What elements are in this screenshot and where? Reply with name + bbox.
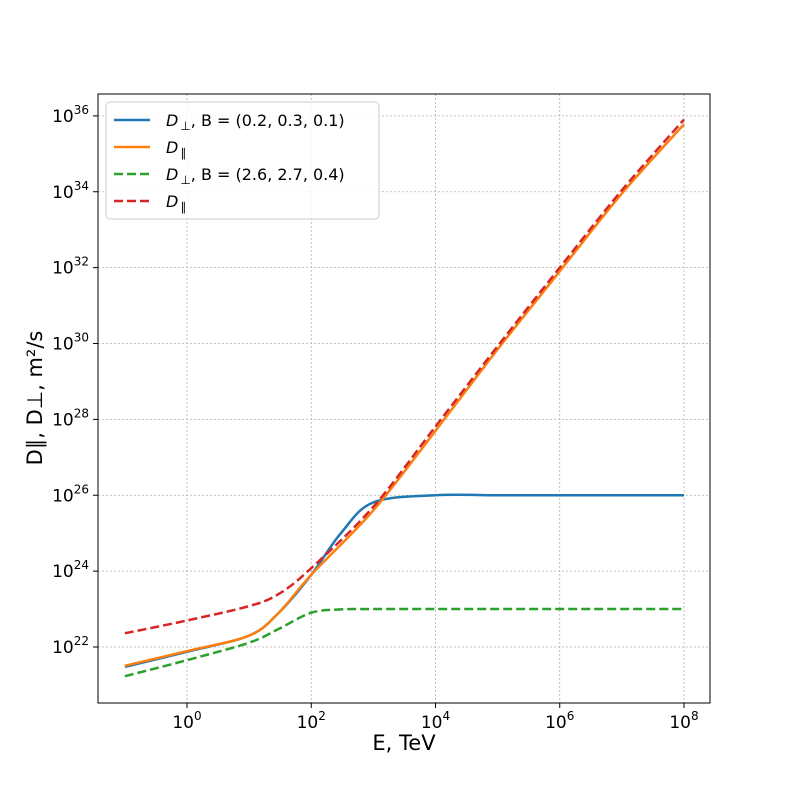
y-tick-label: 1032: [52, 255, 89, 279]
legend-entry-3: D ⊥, B = (2.6, 2.7, 0.4): [114, 165, 345, 187]
y-tick-label: 1030: [52, 331, 89, 355]
x-axis: 100 102 104 106 108: [172, 703, 699, 733]
legend-entry-1: D ⊥, B = (0.2, 0.3, 0.1): [114, 111, 345, 133]
series-line-3: [124, 607, 684, 678]
x-tick-label: 104: [421, 709, 450, 733]
x-tick-label: 102: [297, 709, 326, 733]
y-axis: 1022 1024 1026 1028 1030 1032 1034 1036: [52, 103, 98, 658]
legend: D ⊥, B = (0.2, 0.3, 0.1) D ∥ D ⊥, B = (2.6, 2…: [105, 101, 380, 220]
x-tick-label: 100: [172, 709, 201, 733]
y-tick-label: 1036: [52, 103, 89, 127]
y-tick-label: 1026: [52, 482, 89, 506]
legend-label: D ⊥, B = (0.2, 0.3, 0.1): [166, 111, 345, 133]
series-line-1: [124, 493, 684, 669]
y-tick-label: 1022: [52, 634, 89, 658]
legend-entry-4: D ∥: [114, 192, 186, 214]
plot-lines: [124, 118, 685, 678]
y-tick-label: 1024: [52, 558, 89, 582]
series-line-4: [124, 118, 685, 635]
legend-entry-2: D ∥: [114, 138, 186, 160]
y-axis-title: D∥, D⊥, m²/s: [23, 331, 47, 466]
legend-box: [105, 101, 380, 220]
series-line-2: [124, 123, 685, 667]
x-axis-title: E, TeV: [372, 731, 436, 755]
legend-label: D ∥: [166, 192, 186, 214]
x-tick-label: 106: [545, 709, 574, 733]
legend-label: D ⊥, B = (2.6, 2.7, 0.4): [166, 165, 345, 187]
plot-frame: [97, 93, 711, 704]
x-tick-label: 108: [669, 709, 698, 733]
grid: [98, 94, 710, 703]
y-tick-label: 1028: [52, 406, 89, 430]
y-tick-label: 1034: [52, 179, 89, 203]
legend-label: D ∥: [166, 138, 186, 160]
